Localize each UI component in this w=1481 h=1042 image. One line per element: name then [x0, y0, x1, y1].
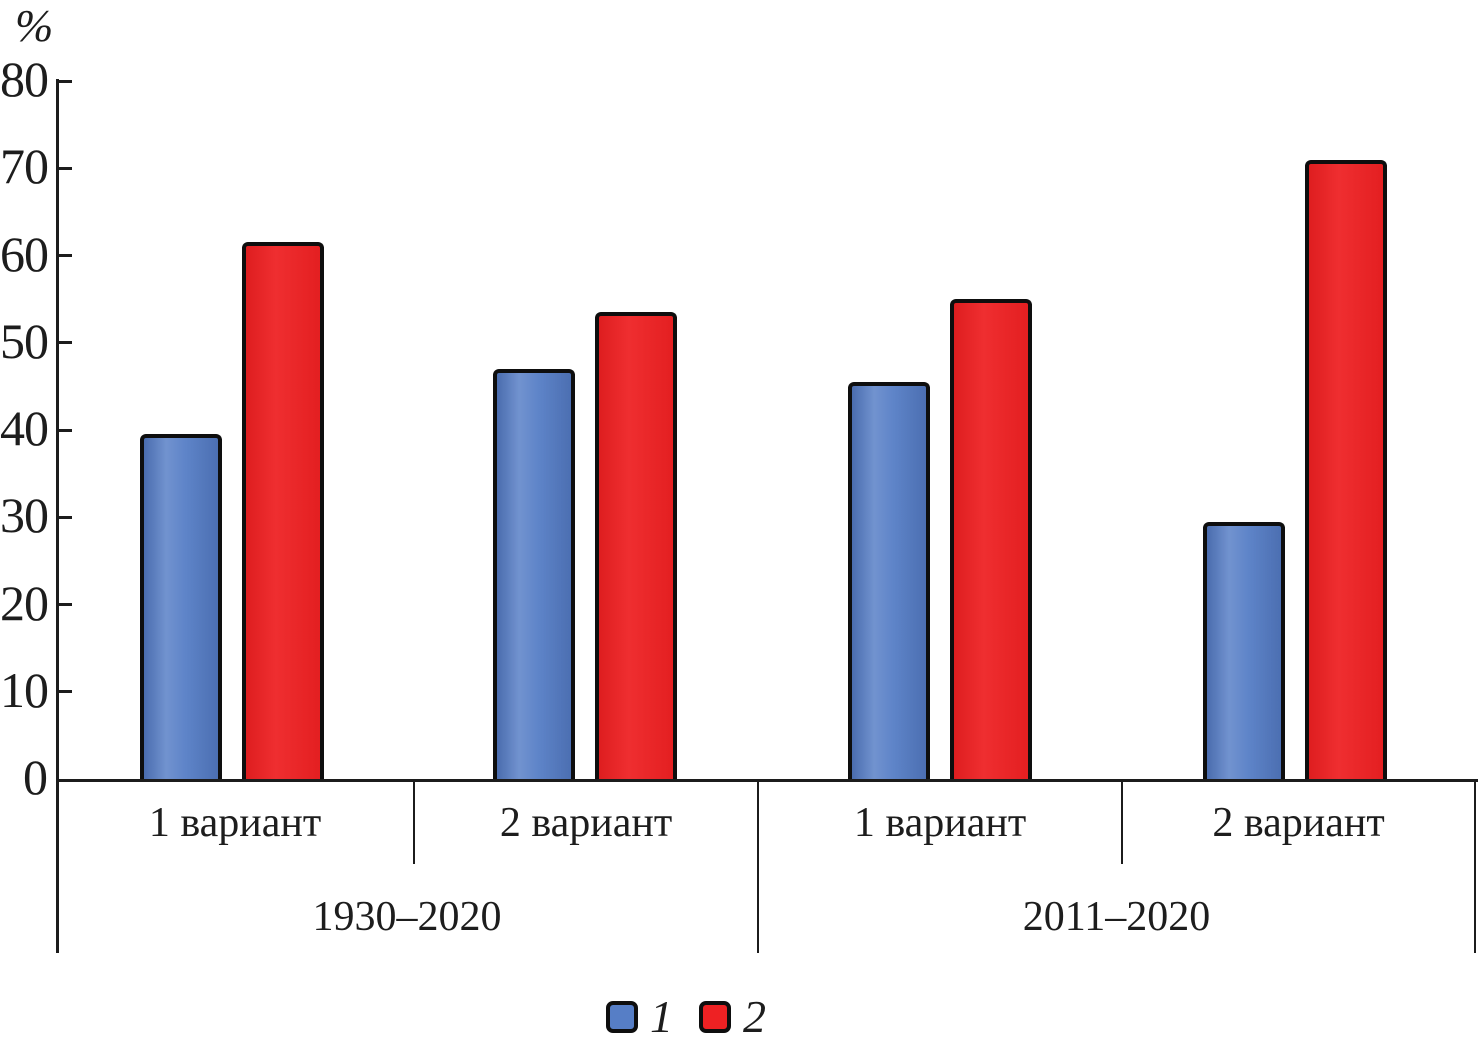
y-tick-mark — [59, 690, 72, 694]
legend-swatch-series-2 — [699, 1001, 731, 1033]
category-label: 1 вариант — [148, 800, 322, 846]
y-tick-label: 60 — [0, 225, 49, 282]
period-label: 1930–2020 — [312, 894, 502, 940]
legend-label-series-1: 1 — [650, 991, 673, 1042]
bar-series-2-group-4 — [1305, 159, 1387, 779]
bar-series-1-group-3 — [848, 382, 930, 779]
legend: 1 2 — [606, 991, 766, 1042]
y-axis-line — [56, 79, 59, 953]
category-divider — [1121, 779, 1123, 864]
y-tick-label: 30 — [0, 487, 49, 544]
bar-series-1-group-2 — [493, 368, 575, 779]
legend-label-series-2: 2 — [743, 991, 766, 1042]
y-tick-mark — [59, 254, 72, 257]
category-label: 1 вариант — [853, 800, 1027, 846]
y-tick-mark — [59, 515, 72, 519]
x-axis-line — [56, 779, 1478, 782]
period-divider — [757, 779, 759, 953]
period-label: 2011–2020 — [1022, 894, 1211, 940]
y-tick-label: 50 — [0, 312, 49, 369]
bar-series-1-group-4 — [1203, 521, 1285, 779]
legend-swatch-series-1 — [606, 1001, 638, 1033]
bar-series-1-group-1 — [140, 434, 222, 779]
y-tick-label: 20 — [0, 574, 49, 631]
y-tick-mark — [59, 341, 72, 345]
y-tick-mark — [59, 428, 72, 432]
category-label: 2 вариант — [499, 800, 673, 846]
bar-series-2-group-2 — [595, 312, 677, 779]
y-tick-label: 70 — [0, 138, 49, 195]
category-divider — [413, 779, 415, 864]
table-right-border — [1474, 779, 1476, 953]
y-axis-unit-label: % — [15, 0, 54, 51]
y-tick-mark — [59, 603, 72, 606]
y-tick-label: 0 — [23, 749, 48, 805]
y-tick-mark — [59, 79, 72, 83]
y-tick-label: 80 — [0, 51, 49, 107]
category-label: 2 вариант — [1212, 800, 1385, 846]
bar-series-2-group-3 — [950, 299, 1032, 779]
y-tick-label: 10 — [0, 661, 49, 718]
y-tick-label: 40 — [0, 400, 49, 456]
y-tick-mark — [59, 166, 72, 170]
bar-series-2-group-1 — [242, 242, 324, 779]
